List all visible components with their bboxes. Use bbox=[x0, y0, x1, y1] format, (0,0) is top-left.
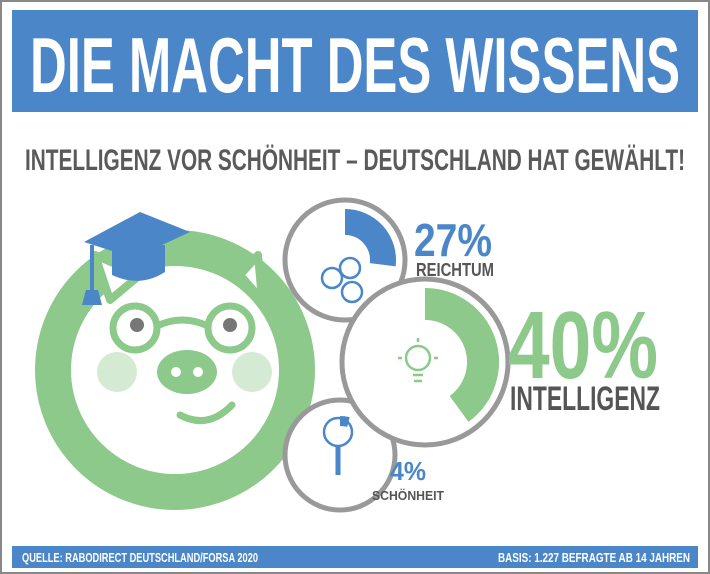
footer-band bbox=[12, 546, 698, 568]
icons bbox=[320, 256, 438, 475]
gauge-arc bbox=[344, 209, 396, 267]
basis: BASIS: 1.227 BEFRAGTE AB 14 JAHREN bbox=[498, 550, 690, 565]
title: DIE MACHT DES WISSENS bbox=[30, 21, 680, 109]
value-label: 27% bbox=[414, 214, 492, 266]
title-band bbox=[12, 10, 698, 112]
gauge-arc bbox=[424, 288, 499, 422]
subtitle: INTELLIGENZ VOR SCHÖNHEIT – DEUTSCHLAND … bbox=[25, 144, 685, 177]
pig-illustration bbox=[35, 212, 315, 510]
category-label: INTELLIGENZ bbox=[510, 380, 660, 418]
value-label: 40% bbox=[508, 292, 658, 399]
value-label: 4% bbox=[390, 456, 426, 486]
category-label: REICHTUM bbox=[416, 260, 494, 280]
gauge-arc bbox=[339, 416, 350, 427]
source: QUELLE: RABODIRECT DEUTSCHLAND/FORSA 202… bbox=[22, 550, 258, 565]
category-label: SCHÖNHEIT bbox=[372, 488, 444, 503]
